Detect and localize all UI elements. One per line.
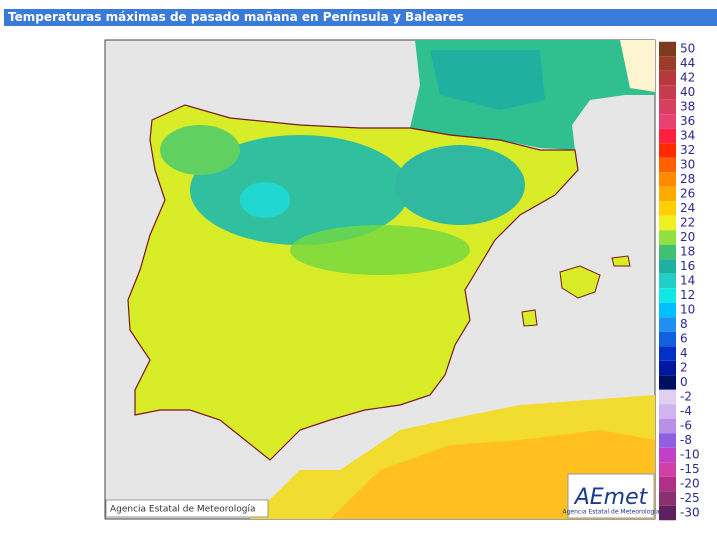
legend-label: 8 [680, 317, 688, 331]
legend-swatch [659, 505, 676, 521]
legend-label: -2 [680, 390, 692, 404]
logo: AEmet [573, 485, 649, 510]
legend-swatch [659, 288, 676, 303]
menorca [611, 255, 631, 267]
legend-swatch [659, 172, 676, 187]
mild-zone [290, 225, 470, 275]
legend-swatch [659, 41, 676, 57]
legend-label: 20 [680, 230, 695, 244]
legend-label: 44 [680, 56, 695, 70]
legend-label: 30 [680, 158, 695, 172]
legend-label: 38 [680, 100, 695, 114]
logo-box [567, 473, 655, 519]
cold-spot [240, 182, 290, 218]
legend-label: 18 [680, 245, 695, 259]
legend-swatch [659, 99, 676, 115]
legend-label: -25 [680, 491, 700, 505]
legend-label: 40 [680, 85, 695, 99]
legend-label: -30 [680, 506, 700, 520]
legend-label: 28 [680, 172, 695, 186]
legend-swatch [659, 259, 676, 274]
legend-label: 50 [680, 42, 695, 56]
legend-swatch [659, 331, 676, 347]
legend-swatch [659, 317, 676, 332]
logo-subtitle: Agencia Estatal de Meteorología [563, 509, 660, 516]
legend-label: 2 [680, 361, 688, 375]
legend-label: 36 [680, 114, 695, 128]
legend-label: -4 [680, 404, 692, 418]
legend-swatch [659, 273, 676, 289]
legend-label: -10 [680, 448, 700, 462]
legend-swatch [659, 433, 676, 448]
legend-label: 14 [680, 274, 695, 288]
legend-label: 4 [680, 346, 688, 360]
legend-swatch [659, 114, 676, 129]
title-bar: Temperaturas máximas de pasado mañana en… [4, 9, 717, 26]
legend-swatch [659, 491, 676, 506]
france-cool [430, 50, 545, 110]
legend-label: 6 [680, 332, 688, 346]
legend-swatch [659, 128, 676, 144]
legend-swatch [659, 201, 676, 216]
legend-label: 42 [680, 71, 695, 85]
legend-label: 26 [680, 187, 695, 201]
mallorca [559, 265, 601, 299]
legend-swatch [659, 143, 676, 158]
copyright-box [105, 499, 269, 518]
legend-swatch [659, 404, 676, 419]
legend-label: 10 [680, 303, 695, 317]
legend-label: -8 [680, 433, 692, 447]
legend-label: 12 [680, 288, 695, 302]
legend: 5044424038363432302826242220181614121086… [659, 42, 700, 521]
cool-zone [395, 145, 525, 225]
legend-swatch [659, 186, 676, 202]
legend-swatch [659, 56, 676, 71]
legend-label: -6 [680, 419, 692, 433]
legend-swatch [659, 244, 676, 260]
copyright: Agencia Estatal de Meteorología [110, 505, 256, 515]
legend-swatch [659, 360, 676, 376]
legend-swatch [659, 230, 676, 245]
legend-swatch [659, 476, 676, 492]
legend-swatch [659, 375, 676, 390]
legend-swatch [659, 462, 676, 477]
mild-zone [160, 125, 240, 175]
legend-label: 0 [680, 375, 688, 389]
legend-swatch [659, 447, 676, 463]
legend-swatch [659, 346, 676, 361]
cool-zone [190, 135, 410, 245]
legend-label: -15 [680, 462, 700, 476]
ibiza [521, 309, 538, 327]
legend-swatch [659, 70, 676, 86]
legend-swatch [659, 85, 676, 100]
legend-swatch [659, 418, 676, 434]
legend-swatch [659, 302, 676, 318]
legend-label: 24 [680, 201, 695, 215]
legend-label: 34 [680, 129, 695, 143]
legend-swatch [659, 389, 676, 405]
legend-swatch [659, 215, 676, 231]
legend-label: -20 [680, 477, 700, 491]
legend-swatch [659, 157, 676, 173]
legend-label: 32 [680, 143, 695, 157]
legend-label: 22 [680, 216, 695, 230]
alps [620, 40, 655, 92]
legend-label: 16 [680, 259, 695, 273]
